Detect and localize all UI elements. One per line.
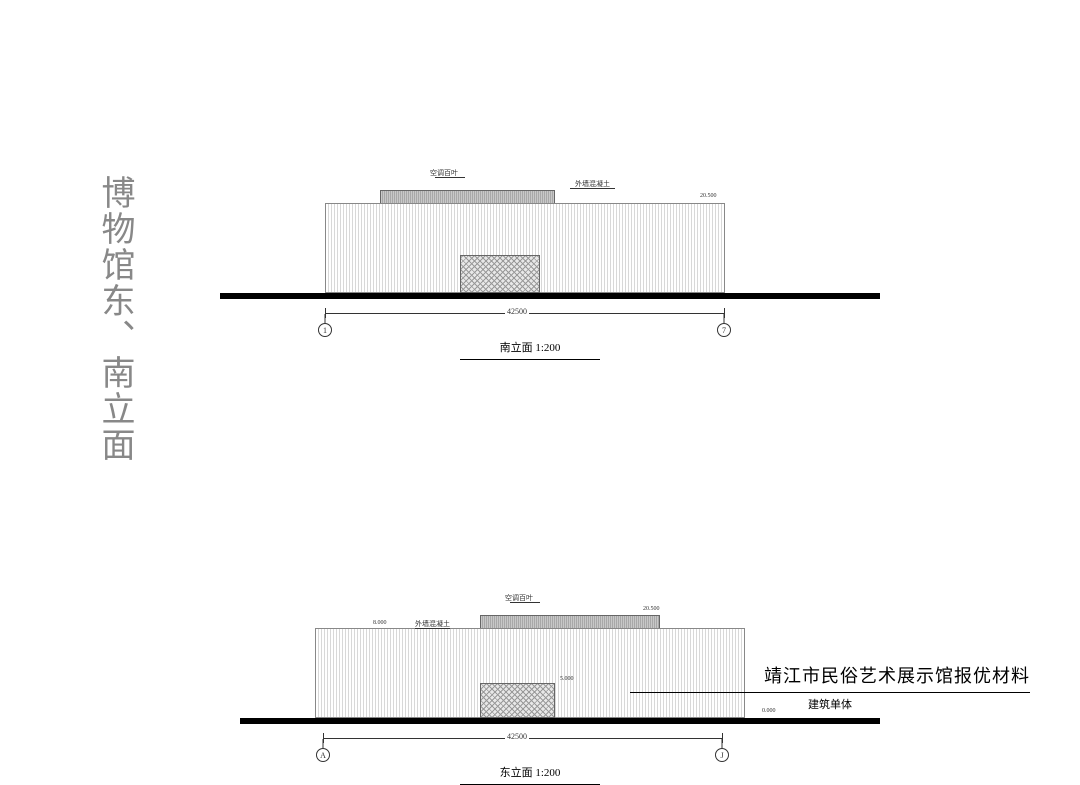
footer-subtitle: 建筑单体 bbox=[630, 696, 1030, 712]
south-dimension-text: 42500 bbox=[505, 307, 529, 316]
drawing-area: 空调百叶 外墙混凝土 20.500 42500 1 7 南立面 1:200 外墙… bbox=[200, 155, 900, 555]
east-roof-equipment bbox=[480, 615, 660, 629]
east-entrance bbox=[480, 683, 555, 718]
south-caption-text: 南立面 1:200 bbox=[500, 342, 561, 354]
east-elev-mark1: 20.500 bbox=[643, 606, 660, 612]
south-leader-2: 外墙混凝土 bbox=[575, 179, 610, 189]
east-leader-1: 外墙混凝土 bbox=[415, 619, 450, 629]
east-caption: 东立面 1:200 bbox=[460, 764, 600, 782]
south-entrance bbox=[460, 255, 540, 293]
south-axis-right: 7 bbox=[717, 323, 731, 337]
east-elev-mark3: 5.000 bbox=[560, 676, 574, 682]
footer: 靖江市民俗艺术展示馆报优材料 建筑单体 bbox=[630, 662, 1030, 712]
footer-title: 靖江市民俗艺术展示馆报优材料 bbox=[630, 662, 1030, 688]
page-title-vertical: 博物馆东、南立面 bbox=[90, 175, 139, 463]
east-leader-2: 空调百叶 bbox=[505, 593, 533, 603]
east-caption-text: 东立面 1:200 bbox=[500, 767, 561, 779]
east-axis-right: J bbox=[715, 748, 729, 762]
south-caption: 南立面 1:200 bbox=[460, 339, 600, 357]
footer-divider bbox=[630, 692, 1030, 693]
south-elevation: 空调百叶 外墙混凝土 20.500 42500 1 7 南立面 1:200 bbox=[200, 155, 900, 355]
east-elev-mark2: 8.000 bbox=[373, 620, 387, 626]
south-roof-equipment bbox=[380, 190, 555, 204]
south-axis-left: 1 bbox=[318, 323, 332, 337]
south-leader-1: 空调百叶 bbox=[430, 168, 458, 178]
south-ground-line bbox=[220, 293, 880, 299]
east-axis-left: A bbox=[316, 748, 330, 762]
caption-underline bbox=[460, 359, 600, 360]
south-elev-mark: 20.500 bbox=[700, 193, 717, 199]
east-ground-line bbox=[240, 718, 880, 724]
east-dimension-text: 42500 bbox=[505, 732, 529, 741]
